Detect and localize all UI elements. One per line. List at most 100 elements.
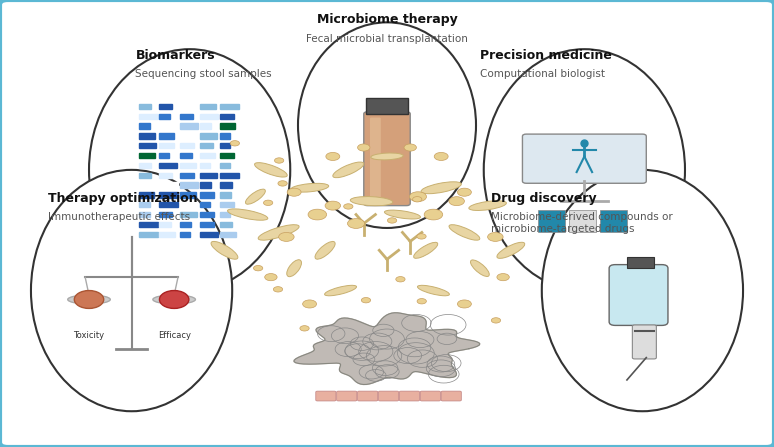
Bar [200,114,217,119]
Ellipse shape [421,182,461,194]
Bar [180,133,191,139]
Circle shape [326,152,340,160]
Bar [139,232,158,237]
Ellipse shape [542,170,743,411]
Text: Biomarkers: Biomarkers [135,49,215,62]
Text: Microbiome therapy: Microbiome therapy [317,13,457,26]
Bar [180,153,192,158]
Circle shape [344,204,353,209]
Bar [159,202,178,207]
Bar [200,173,217,178]
FancyBboxPatch shape [358,391,378,401]
Bar [200,133,217,139]
Ellipse shape [245,189,265,204]
Bar [627,257,654,268]
Ellipse shape [333,162,364,177]
Bar [220,133,230,139]
Circle shape [263,200,272,206]
Bar [159,222,171,227]
Circle shape [457,188,471,196]
Circle shape [287,188,301,196]
Bar [220,143,230,148]
Circle shape [413,197,422,202]
Bar [159,232,175,237]
Circle shape [273,287,283,292]
Bar [180,222,190,227]
Bar [139,143,156,148]
Text: Therapy optimization: Therapy optimization [48,192,197,205]
Bar [180,173,194,178]
Ellipse shape [385,210,420,219]
FancyBboxPatch shape [399,391,420,401]
Bar [139,123,150,129]
Bar [200,202,210,207]
Circle shape [275,158,284,163]
Bar [159,114,170,119]
Ellipse shape [287,260,301,277]
Bar [200,153,215,158]
Bar [180,163,196,168]
Text: Immunotherapeutic effects: Immunotherapeutic effects [48,212,190,222]
FancyBboxPatch shape [420,391,440,401]
Bar [159,182,178,188]
Text: Efficacy: Efficacy [158,331,190,340]
Bar [220,163,231,168]
Circle shape [449,197,464,206]
Bar [220,153,234,158]
Bar [220,202,234,207]
Circle shape [434,152,448,160]
Bar [180,212,197,217]
FancyBboxPatch shape [609,265,668,325]
Circle shape [491,318,501,323]
Bar [538,210,565,232]
Bar [139,104,151,109]
Bar [180,202,197,207]
Bar [200,123,211,129]
FancyBboxPatch shape [316,391,336,401]
Circle shape [308,209,327,220]
Bar [159,212,173,217]
Ellipse shape [290,183,329,192]
Circle shape [253,266,262,271]
Bar [159,104,172,109]
Circle shape [361,298,371,303]
Circle shape [417,299,426,304]
Circle shape [279,232,294,241]
Bar [139,202,150,207]
Circle shape [265,274,277,281]
Bar [200,192,214,198]
Text: Microbiome-derived compounds or
microbiome-targeted drugs: Microbiome-derived compounds or microbio… [491,212,673,234]
Ellipse shape [351,197,392,206]
Bar [139,173,152,178]
Circle shape [358,144,370,151]
FancyBboxPatch shape [364,112,410,206]
Bar [220,173,239,178]
Ellipse shape [211,241,238,259]
Ellipse shape [324,285,357,296]
Bar [180,232,190,237]
Bar [200,212,214,217]
Bar [180,123,197,129]
Bar [139,182,156,188]
Bar [200,163,210,168]
Ellipse shape [259,225,299,240]
FancyBboxPatch shape [378,391,399,401]
Circle shape [404,144,416,151]
Bar [220,104,239,109]
Bar [139,212,150,217]
Bar [180,143,194,148]
Circle shape [230,141,239,146]
Ellipse shape [497,242,525,258]
Circle shape [424,209,443,220]
Ellipse shape [68,295,111,304]
Bar [220,123,235,129]
Polygon shape [294,313,480,384]
FancyBboxPatch shape [632,325,656,359]
Circle shape [457,300,471,308]
Ellipse shape [484,49,685,291]
Circle shape [278,181,287,186]
FancyBboxPatch shape [441,391,461,401]
Text: Sequencing stool samples: Sequencing stool samples [135,69,272,79]
FancyBboxPatch shape [370,118,381,200]
Bar [366,98,408,114]
